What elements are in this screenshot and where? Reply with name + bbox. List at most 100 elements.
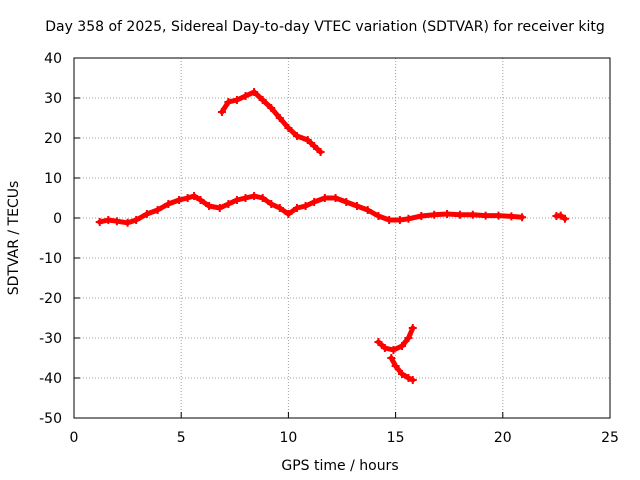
data-point xyxy=(395,216,404,224)
data-point xyxy=(217,108,226,116)
grid-lines xyxy=(73,57,611,419)
y-tick-labels: -50 -40 -30 -20 -10 0 10 20 30 40 xyxy=(39,51,62,427)
series-main-band xyxy=(95,192,527,227)
data-point xyxy=(241,194,250,202)
data-point xyxy=(241,92,250,100)
chart-title: Day 358 of 2025, Sidereal Day-to-day VTE… xyxy=(45,19,605,35)
y-tick-label: 40 xyxy=(44,51,62,67)
x-axis-label: GPS time / hours xyxy=(281,458,398,474)
data-point xyxy=(190,192,199,200)
data-point xyxy=(258,194,267,202)
y-axis-label: SDTVAR / TECUs xyxy=(6,181,22,296)
data-point xyxy=(275,114,284,122)
y-tick-label: 20 xyxy=(44,131,62,147)
data-point xyxy=(142,210,151,218)
data-point xyxy=(518,213,527,222)
y-tick-label: -20 xyxy=(39,291,62,307)
data-point xyxy=(183,194,192,202)
data-point xyxy=(494,211,503,220)
data-point xyxy=(331,194,340,202)
data-point xyxy=(153,206,162,214)
series-trace xyxy=(97,193,525,226)
x-tick-label: 10 xyxy=(279,430,297,446)
data-point xyxy=(132,216,141,224)
data-point xyxy=(258,96,267,104)
data-point xyxy=(215,204,224,212)
y-tick-label: -30 xyxy=(39,331,62,347)
x-tick-labels: 0 5 10 15 20 25 xyxy=(70,430,619,446)
y-tick-label: 10 xyxy=(44,171,62,187)
data-point xyxy=(363,206,372,214)
data-point xyxy=(205,202,214,210)
y-tick-label: 30 xyxy=(44,91,62,107)
data-point xyxy=(232,196,241,204)
data-points xyxy=(95,88,569,384)
data-point xyxy=(303,136,312,144)
data-point xyxy=(380,344,389,352)
data-point xyxy=(292,204,301,212)
x-tick-label: 5 xyxy=(177,430,186,446)
series-upper-arc xyxy=(217,88,325,156)
data-point xyxy=(430,210,439,219)
data-point xyxy=(164,200,173,208)
x-tick-label: 20 xyxy=(494,430,512,446)
data-point xyxy=(408,376,417,384)
series-lower-v xyxy=(374,324,417,354)
data-point xyxy=(320,194,329,202)
y-tick-label: -10 xyxy=(39,251,62,267)
data-point xyxy=(292,132,301,140)
data-point xyxy=(95,218,104,226)
data-point xyxy=(175,196,184,204)
data-point xyxy=(404,334,413,342)
data-point xyxy=(250,192,259,200)
data-point xyxy=(481,211,490,220)
data-point xyxy=(353,202,362,210)
data-point xyxy=(443,210,452,218)
data-point xyxy=(224,98,233,106)
y-tick-label: -50 xyxy=(39,411,62,427)
x-tick-label: 0 xyxy=(70,430,79,446)
data-point xyxy=(417,212,426,220)
data-point xyxy=(374,212,383,220)
data-point xyxy=(232,96,241,104)
y-tick-label: 0 xyxy=(53,211,62,227)
series-isolated xyxy=(552,211,569,223)
x-tick-label: 15 xyxy=(387,430,405,446)
data-point xyxy=(387,354,396,362)
data-point xyxy=(389,346,398,354)
data-point xyxy=(455,210,464,219)
data-point xyxy=(112,217,121,226)
data-point xyxy=(556,211,565,220)
data-point xyxy=(374,338,383,346)
data-point xyxy=(398,342,407,350)
data-point xyxy=(250,88,259,96)
y-tick-label: -40 xyxy=(39,371,62,387)
data-point xyxy=(196,196,205,204)
data-point xyxy=(267,104,276,112)
data-point xyxy=(301,202,310,210)
data-point xyxy=(385,216,394,224)
data-point xyxy=(275,204,284,212)
data-point xyxy=(104,216,113,224)
data-point xyxy=(284,124,293,132)
data-point xyxy=(224,200,233,208)
series-lower-descending xyxy=(387,354,417,384)
data-point xyxy=(342,198,351,206)
data-point xyxy=(398,370,407,378)
data-point xyxy=(391,362,400,370)
data-point xyxy=(284,210,293,218)
data-point xyxy=(310,198,319,206)
data-point xyxy=(267,200,276,208)
data-point xyxy=(560,214,569,223)
data-point xyxy=(123,218,132,227)
data-point xyxy=(316,148,325,156)
x-tick-label: 25 xyxy=(601,430,619,446)
data-point xyxy=(507,212,516,221)
data-point xyxy=(404,214,413,223)
data-point xyxy=(408,324,417,332)
data-point xyxy=(468,210,477,219)
data-point xyxy=(404,374,413,382)
plot-frame xyxy=(73,57,611,419)
data-point xyxy=(310,142,319,150)
